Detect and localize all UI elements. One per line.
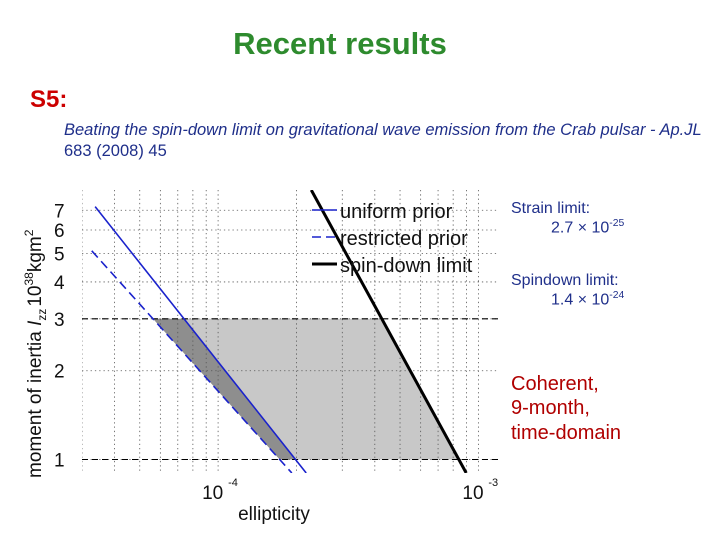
series-line-spin-down-limit	[309, 190, 468, 473]
excluded-region-restricted	[152, 318, 296, 460]
y-tick-label: 2	[54, 362, 65, 383]
legend-label: uniform prior	[340, 201, 453, 223]
section-label: S5:	[30, 86, 68, 113]
coherent-line: time-domain	[511, 421, 622, 444]
reference-title: Beating the spin-down limit on gravitati…	[64, 121, 660, 139]
x-tick-label: 10	[202, 483, 223, 504]
y-tick-label: 6	[54, 221, 65, 242]
strain-limit-value: 2.7 × 10-25	[551, 218, 625, 237]
reference-text: Beating the spin-down limit on gravitati…	[64, 120, 714, 162]
slide-title: Recent results	[233, 26, 447, 61]
coherent-line: Coherent,	[511, 373, 599, 395]
legend-label: spin-down limit	[340, 255, 473, 277]
spindown-limit-label: Spindown limit:	[511, 272, 619, 289]
excluded-region-uniform	[184, 318, 459, 460]
coherent-line: 9-month,	[511, 397, 590, 420]
series-line-restricted-prior	[91, 250, 293, 473]
reference-volume: 683 (2008) 45	[64, 141, 167, 160]
legend-label: restricted prior	[340, 228, 468, 250]
y-tick-label: 4	[54, 273, 65, 294]
y-tick-label: 1	[54, 451, 65, 472]
x-tick-exponent: -3	[488, 477, 498, 489]
spindown-limit-value: 1.4 × 10-24	[551, 290, 625, 309]
x-axis-label: ellipticity	[238, 504, 310, 525]
x-tick-label: 10	[462, 483, 483, 504]
y-tick-label: 7	[54, 201, 65, 222]
x-tick-exponent: -4	[228, 477, 238, 489]
series-line-uniform-prior	[94, 206, 307, 473]
y-tick-label: 3	[54, 310, 65, 331]
strain-limit-label: Strain limit:	[511, 200, 591, 217]
coherent-note: Coherent, 9-month, time-domain	[511, 372, 621, 445]
y-axis-label: moment of inertia Izz1038kgm2	[22, 229, 49, 478]
strain-limit-note: Strain limit: 2.7 × 10-25	[511, 200, 624, 237]
reference-journal: Ap.JL	[659, 121, 702, 139]
spindown-limit-note: Spindown limit: 1.4 × 10-24	[511, 272, 624, 309]
y-tick-label: 5	[54, 244, 65, 265]
